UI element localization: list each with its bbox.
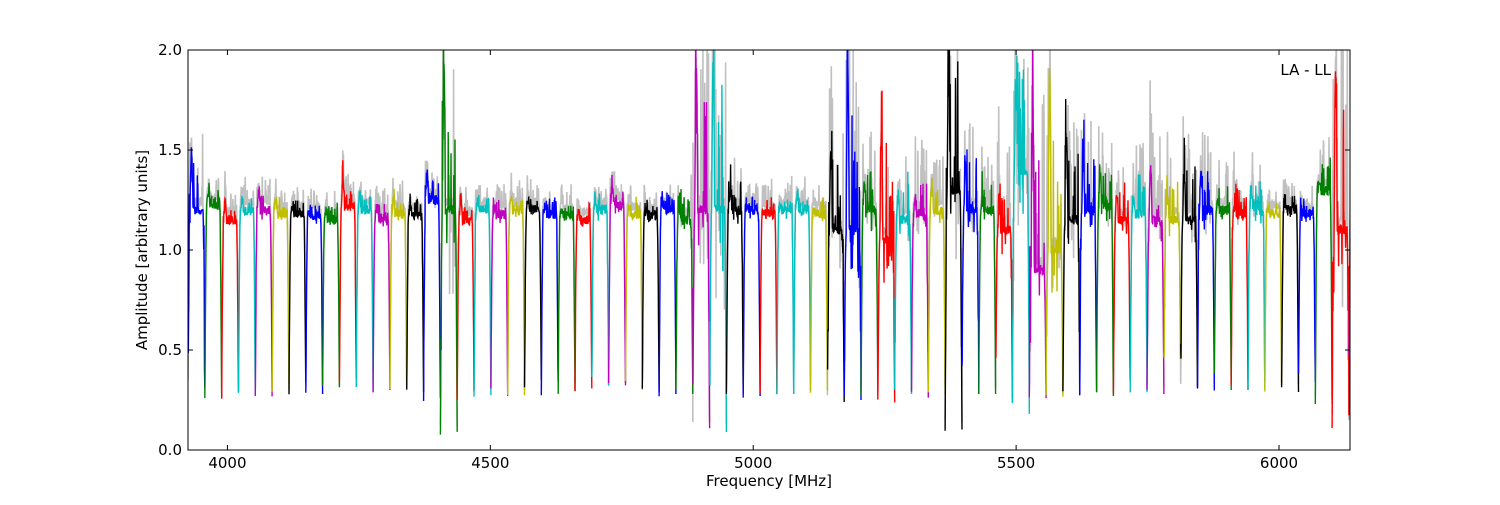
subband-curve-48 [994, 183, 1014, 399]
subband-curve-61 [1213, 186, 1232, 391]
y-axis-label: Amplitude [arbitrary units] [133, 150, 151, 350]
subband-curve-17 [473, 194, 492, 397]
x-axis-label: Frequency [MHz] [706, 472, 832, 490]
subband-curve-20 [523, 196, 542, 388]
subband-curve-26 [624, 196, 643, 390]
subband-curve-41 [877, 90, 896, 403]
subband-curve-28 [658, 191, 677, 397]
subband-curve-62 [1230, 183, 1249, 391]
subband-curve-11 [372, 203, 391, 393]
subband-curve-25 [607, 174, 627, 386]
axis-ticks: 4000 4500 5000 5500 6000 0.0 0.5 1.0 1.5 2.0 [158, 41, 1350, 472]
subband-curve-27 [641, 199, 660, 393]
subband-curve-42 [894, 171, 913, 395]
subband-curve-65 [1280, 193, 1300, 393]
subband-curve-18 [490, 197, 509, 397]
subband-curve-33 [742, 196, 761, 398]
subband-curve-12 [389, 188, 408, 390]
subband-curve-7 [305, 204, 324, 395]
subband-curve-22 [557, 205, 576, 394]
subband-curve-14 [422, 169, 442, 402]
subband-curve-67 [1314, 157, 1333, 405]
subband-curve-40 [860, 171, 879, 397]
subband-curve-13 [406, 193, 425, 393]
subband-curve-47 [978, 171, 997, 395]
raw-spectrum-7 [305, 188, 324, 386]
subband-curve-46 [961, 149, 980, 395]
subband-curve-2 [221, 196, 240, 399]
subband-curve-16 [456, 193, 475, 400]
subband-curve-64 [1264, 202, 1283, 392]
subband-curve-53 [1079, 119, 1098, 396]
x-tick-label: 4000 [208, 454, 246, 472]
subband-curve-0 [188, 147, 206, 388]
subband-curve-29 [675, 189, 694, 395]
subband-curve-52 [1062, 98, 1081, 395]
x-tick-label: 6000 [1260, 454, 1298, 472]
subband-curve-66 [1297, 197, 1316, 383]
subband-curve-43 [910, 183, 929, 398]
subband-curve-21 [540, 197, 559, 396]
subband-curve-9 [338, 160, 357, 382]
x-tick-label: 5500 [997, 454, 1035, 472]
subband-curve-39 [843, 50, 862, 401]
y-tick-label: 0.5 [158, 341, 182, 359]
subband-curve-44 [927, 176, 946, 395]
subband-curve-3 [237, 195, 256, 397]
subband-curve-23 [574, 201, 593, 391]
x-tick-label: 5000 [734, 454, 772, 472]
subband-curve-10 [355, 190, 374, 392]
subband-curve-19 [507, 195, 526, 396]
subband-curve-57 [1146, 165, 1165, 395]
subband-curve-54 [1095, 164, 1115, 397]
raw-spectrum-10 [355, 181, 374, 385]
raw-spectrum-37 [809, 185, 829, 384]
subband-curve-35 [776, 199, 795, 395]
subband-curve-34 [759, 197, 778, 395]
plot-area [188, 50, 1350, 435]
subband-curve-37 [809, 197, 829, 393]
subband-curve-5 [271, 196, 290, 392]
subband-curve-8 [321, 202, 341, 388]
subband-curve-15 [439, 50, 458, 435]
y-tick-label: 2.0 [158, 41, 182, 59]
y-tick-label: 1.5 [158, 141, 182, 159]
subband-curve-68 [1331, 71, 1350, 429]
raw-spectrum-57 [1146, 80, 1165, 387]
y-tick-label: 1.0 [158, 241, 182, 259]
subband-curve-30 [692, 50, 711, 429]
subband-curve-4 [254, 186, 273, 397]
y-tick-label: 0.0 [158, 441, 182, 459]
subband-curve-56 [1129, 174, 1148, 393]
raw-spectrum-20 [523, 175, 543, 390]
raw-spectrum-3 [237, 176, 257, 389]
subband-curve-38 [826, 130, 845, 403]
subband-curve-60 [1196, 170, 1215, 391]
subband-curve-58 [1163, 175, 1182, 360]
subband-curve-45 [944, 50, 963, 431]
x-tick-label: 4500 [471, 454, 509, 472]
subband-curve-51 [1045, 68, 1064, 397]
subband-curve-50 [1028, 50, 1047, 399]
subband-curve-24 [591, 191, 610, 386]
subband-curve-36 [793, 188, 812, 395]
subband-curve-6 [288, 200, 307, 395]
subband-curve-49 [1011, 55, 1030, 414]
raw-spectrum-27 [641, 184, 660, 385]
subband-curve-31 [708, 50, 728, 433]
subband-curve-59 [1180, 137, 1199, 389]
subband-curve-63 [1247, 181, 1266, 391]
subband-curve-1 [204, 182, 223, 399]
subband-curve-32 [725, 164, 744, 394]
subband-curve-55 [1112, 182, 1131, 395]
baseline-annotation: LA - LL [1280, 61, 1331, 79]
